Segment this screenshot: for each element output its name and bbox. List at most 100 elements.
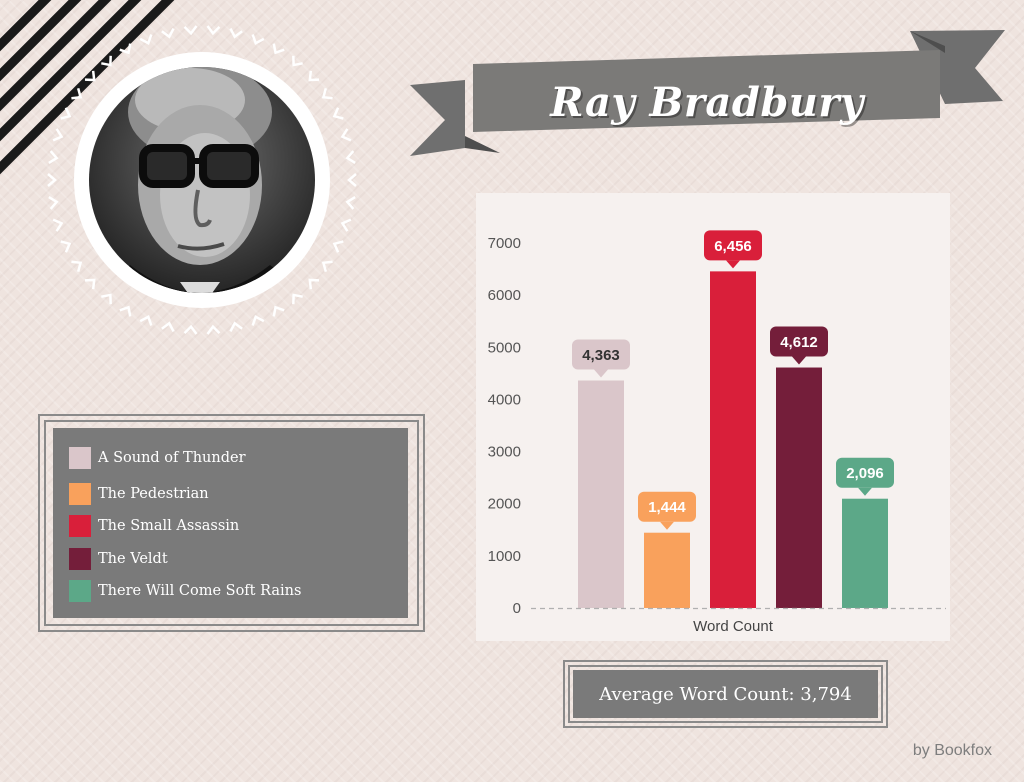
legend-item: The Pedestrian: [69, 482, 209, 506]
legend-swatch: [69, 447, 91, 469]
y-tick-label: 6000: [488, 287, 521, 304]
bar: [578, 380, 624, 608]
legend-item: A Sound of Thunder: [69, 446, 246, 470]
chevron-mark: [161, 321, 175, 333]
y-tick-label: 7000: [488, 235, 521, 252]
average-frame-outer: [563, 660, 888, 728]
author-title: Ray Bradbury: [550, 78, 864, 126]
chevron-mark: [292, 55, 303, 67]
legend-label: The Small Assassin: [98, 518, 240, 534]
legend-item: The Veldt: [69, 547, 168, 571]
data-label: 2,096: [846, 465, 884, 482]
credit-text: by Bookfox: [912, 742, 992, 759]
chevron-mark: [347, 173, 357, 187]
legend: A Sound of Thunder The Pedestrian The Sm…: [53, 428, 408, 618]
legend-swatch: [69, 548, 91, 570]
bar-callout: 6,456: [704, 230, 762, 269]
legend-label: A Sound of Thunder: [98, 450, 246, 466]
x-axis-label: Word Count: [693, 618, 774, 635]
chevron-mark: [321, 87, 333, 100]
legend-frame-inner: [44, 420, 419, 626]
legend-label: There Will Come Soft Rains: [98, 583, 302, 599]
legend-swatch: [69, 580, 91, 602]
bar-callout: 4,612: [770, 326, 828, 365]
chevron-wreath-decoration: [47, 25, 357, 335]
data-label: 6,456: [714, 238, 752, 255]
chevron-mark: [71, 260, 83, 273]
chevron-mark: [272, 305, 285, 317]
bar: [710, 271, 756, 608]
chevron-mark: [47, 173, 57, 187]
chevron-mark: [332, 107, 344, 120]
chevron-mark: [71, 87, 83, 100]
chevron-mark: [119, 43, 132, 55]
callout-pointer: [858, 487, 872, 496]
chevron-mark: [101, 293, 112, 305]
chevron-mark: [340, 218, 352, 232]
callout-box: [704, 230, 762, 261]
chevron-mark: [340, 128, 352, 142]
average-word-count: Average Word Count: 3,794: [573, 670, 878, 718]
legend-swatch: [69, 515, 91, 537]
chevron-mark: [101, 55, 112, 67]
chevron-mark: [52, 128, 64, 142]
bar-chart: 0 1000 2000 3000 4000 5000 6000 7000 4,363 1,444…: [488, 230, 946, 635]
chevron-mark: [48, 196, 59, 210]
data-label: 1,444: [648, 499, 686, 516]
chevron-mark: [292, 293, 303, 305]
bar-callout: 2,096: [836, 457, 894, 496]
chevron-mark: [229, 321, 243, 333]
chevron-mark: [183, 324, 198, 335]
chevron-mark: [272, 43, 285, 55]
chevron-mark: [251, 34, 265, 45]
callout-pointer: [660, 521, 674, 530]
legend-label: The Veldt: [98, 551, 168, 567]
chevron-mark: [332, 240, 344, 253]
chevron-mark: [251, 315, 265, 326]
y-tick-label: 1000: [488, 548, 521, 565]
callout-pointer: [594, 369, 608, 378]
legend-swatch: [69, 483, 91, 505]
chevron-mark: [345, 150, 356, 164]
chevron-mark: [161, 27, 175, 39]
callout-pointer: [726, 260, 740, 269]
y-tick-label: 5000: [488, 339, 521, 356]
callout-pointer: [792, 356, 806, 365]
chevron-mark: [206, 324, 221, 335]
chevron-mark: [84, 70, 96, 82]
chevron-mark: [60, 240, 72, 253]
legend-item: There Will Come Soft Rains: [69, 579, 301, 603]
chevron-mark: [84, 278, 96, 290]
callout-box: [638, 491, 696, 522]
chevron-mark: [321, 260, 333, 273]
y-tick-label: 2000: [488, 496, 521, 513]
chevron-mark: [139, 34, 153, 45]
chevron-mark: [183, 25, 198, 36]
data-label: 4,612: [780, 334, 818, 351]
chevron-mark: [119, 305, 132, 317]
y-tick-label: 3000: [488, 444, 521, 461]
average-frame-inner: [568, 665, 883, 723]
bar: [776, 367, 822, 608]
chevron-mark: [229, 27, 243, 39]
callout-box: [572, 339, 630, 370]
callout-box: [836, 457, 894, 488]
chevron-mark: [206, 25, 221, 36]
callout-box: [770, 326, 828, 357]
legend-label: The Pedestrian: [98, 486, 209, 502]
legend-item: The Small Assassin: [69, 514, 239, 538]
chevron-mark: [308, 278, 320, 290]
chevron-mark: [139, 315, 153, 326]
chevron-mark: [308, 70, 320, 82]
y-tick-label: 4000: [488, 391, 521, 408]
author-portrait: [47, 25, 357, 335]
bar: [644, 532, 690, 608]
bar-callout: 4,363: [572, 339, 630, 378]
chevron-mark: [52, 218, 64, 232]
bar: [842, 498, 888, 608]
data-label: 4,363: [582, 347, 620, 364]
bar-callout: 1,444: [638, 491, 696, 530]
chevron-mark: [345, 196, 356, 210]
y-tick-label: 0: [513, 600, 521, 617]
title-ribbon: [410, 30, 1005, 156]
